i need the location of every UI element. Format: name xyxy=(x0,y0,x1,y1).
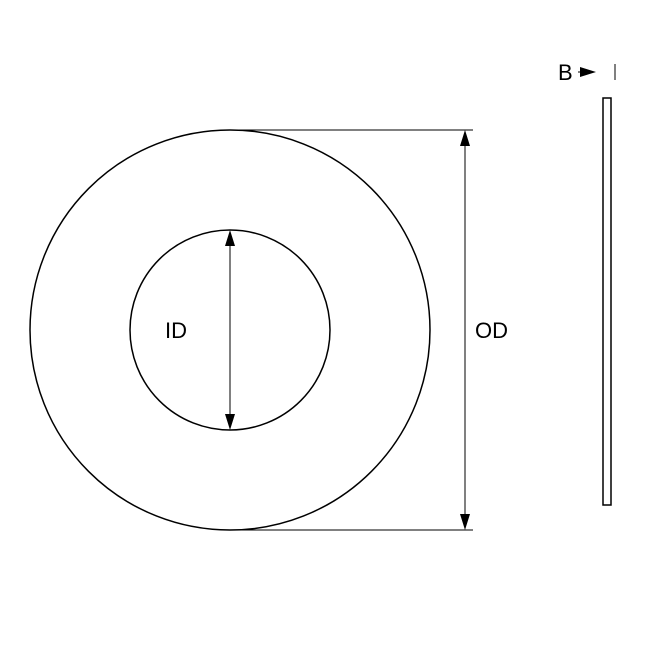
id-arrow-top xyxy=(225,230,235,246)
b-label: B xyxy=(558,60,573,85)
od-arrow-top xyxy=(460,130,470,146)
washer-technical-drawing: ID OD B xyxy=(0,0,670,670)
od-arrow-bottom xyxy=(460,514,470,530)
od-label: OD xyxy=(475,318,508,343)
id-label: ID xyxy=(165,318,187,343)
dimension-b: B xyxy=(558,60,615,85)
dimension-id: ID xyxy=(165,230,235,430)
dimension-od: OD xyxy=(230,130,508,530)
id-arrow-bottom xyxy=(225,414,235,430)
washer-side-view xyxy=(603,98,611,505)
b-arrow xyxy=(580,67,596,77)
